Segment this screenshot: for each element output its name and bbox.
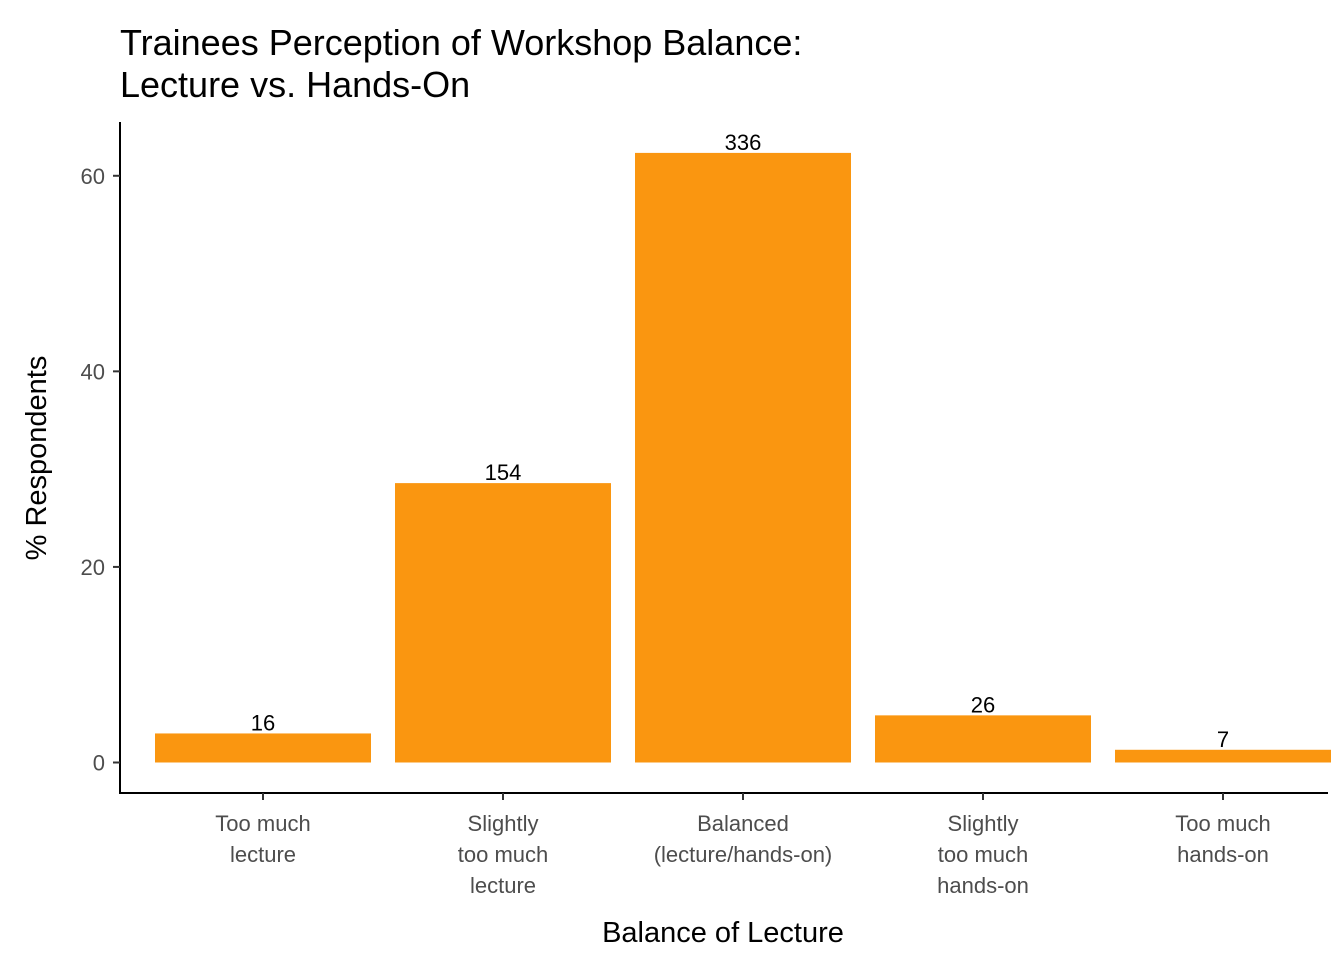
bar	[875, 715, 1091, 763]
count-label: 336	[725, 130, 762, 155]
count-label: 7	[1217, 727, 1229, 752]
bar	[635, 152, 851, 763]
chart-title: Trainees Perception of Workshop Balance:…	[120, 22, 802, 105]
x-tick-label: Too much hands-on	[1175, 811, 1270, 867]
x-tick-label: Balanced (lecture/hands-on)	[654, 811, 833, 867]
y-tick-label: 20	[81, 555, 105, 580]
bar	[155, 733, 371, 763]
y-tick-label: 60	[81, 164, 105, 189]
bar	[395, 483, 611, 763]
y-axis-title: % Respondents	[21, 356, 53, 561]
y-tick-label: 40	[81, 359, 105, 384]
count-label: 26	[971, 692, 995, 717]
x-axis-title: Balance of Lecture	[602, 917, 844, 949]
x-tick-label: Too much lecture	[215, 811, 310, 867]
count-label: 16	[251, 710, 275, 735]
x-tick-label: Slightly too much lecture	[458, 811, 549, 898]
count-label: 154	[485, 460, 522, 485]
x-tick-label: Slightly too much hands-on	[937, 811, 1029, 898]
y-tick-label: 0	[93, 750, 105, 775]
bar	[1115, 749, 1331, 763]
